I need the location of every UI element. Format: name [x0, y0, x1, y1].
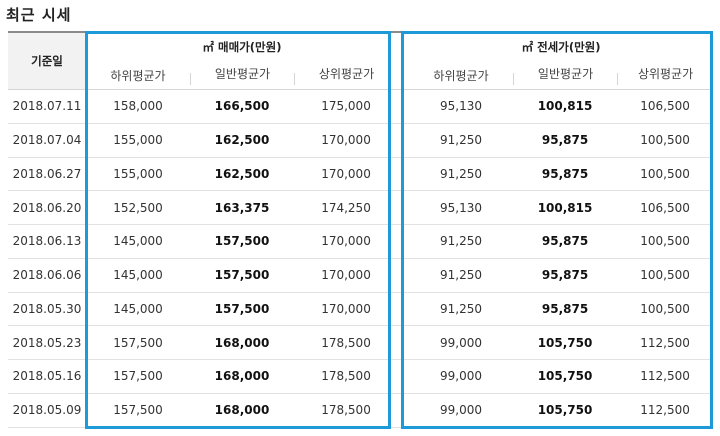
jeonse-high-header: 상위평균가 [617, 61, 714, 90]
sale-high-cell: 170,000 [294, 224, 399, 259]
sale-high-cell: 178,500 [294, 359, 399, 394]
table-row: 2018.07.11 158,000 166,500 175,000 95,130 100… [8, 89, 714, 124]
date-cell: 2018.05.30 [8, 292, 86, 327]
sale-avg-cell: 163,375 [190, 190, 294, 225]
sale-avg-cell: 157,500 [190, 224, 294, 259]
header-separator [294, 73, 295, 85]
sale-avg-cell: 168,000 [190, 393, 294, 428]
sale-low-cell: 157,500 [86, 359, 190, 394]
jeonse-avg-cell: 95,875 [513, 292, 618, 327]
date-cell: 2018.06.27 [8, 157, 86, 192]
table-row: 2018.06.06 145,000 157,500 170,000 91,250 95,… [8, 258, 714, 293]
sale-high-cell: 170,000 [294, 292, 399, 327]
sale-high-cell: 170,000 [294, 157, 399, 192]
jeonse-low-cell: 95,130 [409, 190, 514, 225]
jeonse-avg-cell: 105,750 [513, 325, 618, 360]
sale-avg-cell: 168,000 [190, 359, 294, 394]
jeonse-low-cell: 99,000 [409, 325, 514, 360]
table-row: 2018.06.27 155,000 162,500 170,000 91,250 95,… [8, 157, 714, 192]
table-row: 2018.05.30 145,000 157,500 170,000 91,250 95,… [8, 292, 714, 327]
jeonse-high-cell: 112,500 [617, 359, 714, 394]
sale-high-cell: 170,000 [294, 258, 399, 293]
jeonse-avg-cell: 95,875 [513, 157, 618, 192]
jeonse-high-cell: 100,500 [617, 292, 714, 327]
sale-low-header: 하위평균가 [86, 61, 190, 90]
table-row: 2018.07.04 155,000 162,500 170,000 91,250 95,… [8, 123, 714, 158]
sale-high-header: 상위평균가 [294, 61, 399, 90]
jeonse-low-cell: 91,250 [409, 224, 514, 259]
sale-low-cell: 157,500 [86, 393, 190, 428]
sale-low-cell: 145,000 [86, 224, 190, 259]
jeonse-low-cell: 91,250 [409, 157, 514, 192]
jeonse-high-cell: 100,500 [617, 258, 714, 293]
sale-avg-header: 일반평균가 [190, 61, 294, 90]
sale-avg-cell: 162,500 [190, 123, 294, 158]
jeonse-high-cell: 100,500 [617, 123, 714, 158]
date-cell: 2018.07.11 [8, 89, 86, 124]
jeonse-low-cell: 95,130 [409, 89, 514, 124]
table-row: 2018.05.09 157,500 168,000 178,500 99,000 105… [8, 393, 714, 428]
jeonse-avg-cell: 95,875 [513, 123, 618, 158]
header-separator [190, 73, 191, 85]
section-title: 최근 시세 [6, 6, 72, 24]
sale-low-cell: 157,500 [86, 325, 190, 360]
table-row: 2018.05.23 157,500 168,000 178,500 99,000 105… [8, 325, 714, 360]
sale-avg-cell: 168,000 [190, 325, 294, 360]
header-separator [617, 73, 619, 85]
sale-avg-cell: 157,500 [190, 292, 294, 327]
sale-low-cell: 145,000 [86, 258, 190, 293]
jeonse-avg-cell: 95,875 [513, 258, 618, 293]
date-column-header: 기준일 [8, 31, 86, 90]
date-cell: 2018.05.23 [8, 325, 86, 360]
jeonse-low-cell: 99,000 [409, 393, 514, 428]
jeonse-avg-cell: 105,750 [513, 359, 618, 394]
jeonse-avg-header: 일반평균가 [513, 61, 618, 90]
date-cell: 2018.06.20 [8, 190, 86, 225]
jeonse-price-group-header: ㎡ 전세가(만원) [409, 31, 714, 61]
sale-high-cell: 175,000 [294, 89, 399, 124]
sale-avg-cell: 157,500 [190, 258, 294, 293]
jeonse-high-cell: 100,500 [617, 157, 714, 192]
jeonse-high-cell: 106,500 [617, 89, 714, 124]
jeonse-high-cell: 112,500 [617, 325, 714, 360]
sale-avg-cell: 166,500 [190, 89, 294, 124]
sale-high-cell: 178,500 [294, 393, 399, 428]
sale-high-cell: 178,500 [294, 325, 399, 360]
sale-low-cell: 145,000 [86, 292, 190, 327]
sale-low-cell: 152,500 [86, 190, 190, 225]
sale-high-cell: 174,250 [294, 190, 399, 225]
table-row: 2018.05.16 157,500 168,000 178,500 99,000 105… [8, 359, 714, 394]
jeonse-high-cell: 106,500 [617, 190, 714, 225]
sale-low-cell: 158,000 [86, 89, 190, 124]
jeonse-avg-cell: 100,815 [513, 89, 618, 124]
recent-price-table: 기준일 ㎡ 매매가(만원) ㎡ 전세가(만원) 하위평균가 일반평균가 상위평균… [8, 31, 714, 428]
jeonse-low-cell: 91,250 [409, 258, 514, 293]
sale-high-cell: 170,000 [294, 123, 399, 158]
jeonse-low-cell: 91,250 [409, 123, 514, 158]
jeonse-high-cell: 112,500 [617, 393, 714, 428]
sale-low-cell: 155,000 [86, 123, 190, 158]
table-row: 2018.06.13 145,000 157,500 170,000 91,250 95,… [8, 224, 714, 259]
table-row: 2018.06.20 152,500 163,375 174,250 95,130 100… [8, 190, 714, 225]
date-cell: 2018.07.04 [8, 123, 86, 158]
sale-low-cell: 155,000 [86, 157, 190, 192]
jeonse-low-header: 하위평균가 [409, 61, 514, 90]
date-cell: 2018.06.06 [8, 258, 86, 293]
date-cell: 2018.05.16 [8, 359, 86, 394]
sale-price-group-header: ㎡ 매매가(만원) [86, 31, 399, 61]
jeonse-low-cell: 99,000 [409, 359, 514, 394]
jeonse-avg-cell: 95,875 [513, 224, 618, 259]
jeonse-high-cell: 100,500 [617, 224, 714, 259]
date-cell: 2018.06.13 [8, 224, 86, 259]
jeonse-avg-cell: 105,750 [513, 393, 618, 428]
sale-avg-cell: 162,500 [190, 157, 294, 192]
header-separator [513, 73, 515, 85]
date-cell: 2018.05.09 [8, 393, 86, 428]
jeonse-avg-cell: 100,815 [513, 190, 618, 225]
jeonse-low-cell: 91,250 [409, 292, 514, 327]
